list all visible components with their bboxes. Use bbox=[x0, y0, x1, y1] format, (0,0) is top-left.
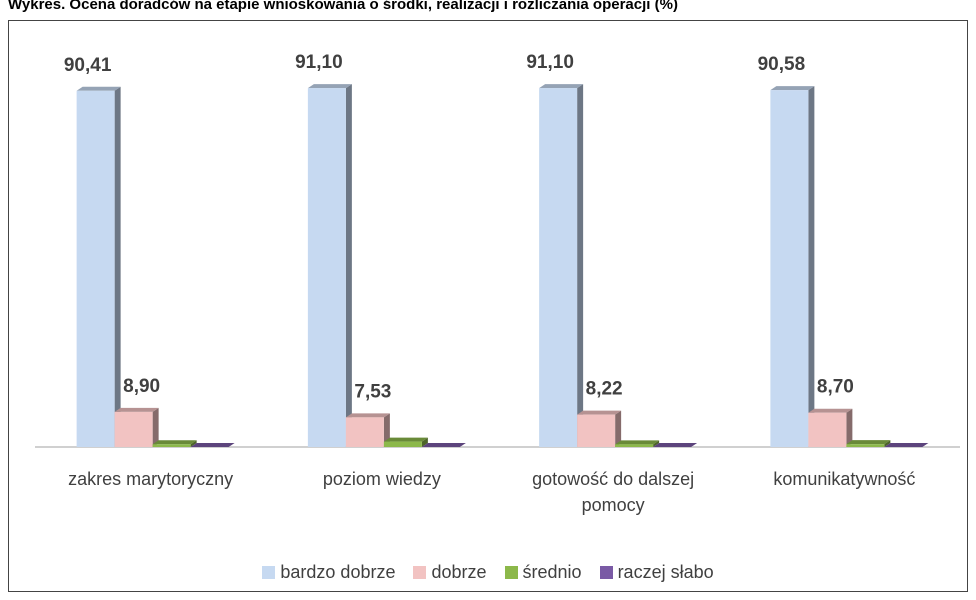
chart-title: Wykres. Ocena doradców na etapie wniosko… bbox=[8, 0, 678, 13]
bar bbox=[383, 437, 428, 447]
data-label: 8,70 bbox=[817, 377, 854, 398]
bar bbox=[421, 443, 466, 448]
bar bbox=[808, 408, 853, 447]
legend-label: bardzo dobrze bbox=[280, 562, 396, 582]
legend-swatch bbox=[504, 566, 518, 579]
bar-side bbox=[345, 84, 352, 447]
legend-swatch bbox=[413, 566, 427, 579]
x-tick-label: komunikatywność bbox=[773, 469, 916, 489]
x-tick-label: poziom wiedzy bbox=[322, 469, 441, 489]
bar bbox=[76, 86, 121, 447]
bar-top bbox=[114, 407, 159, 412]
bar-top bbox=[808, 408, 853, 413]
legend-item: dobrze bbox=[413, 562, 487, 583]
bar-top bbox=[421, 443, 466, 447]
bar-top bbox=[383, 437, 428, 442]
legend: bardzo dobrze dobrze średnio raczej słabo bbox=[0, 562, 976, 583]
bar-top bbox=[152, 440, 197, 445]
data-label: 91,10 bbox=[295, 52, 343, 73]
legend-item: bardzo dobrze bbox=[262, 562, 395, 583]
bar-side bbox=[114, 86, 121, 447]
legend-label: średnio bbox=[522, 562, 582, 582]
bar-top bbox=[770, 86, 815, 91]
bar-front bbox=[808, 412, 847, 447]
x-tick-label: gotowość do dalszej pomocy bbox=[532, 469, 695, 515]
bar-side bbox=[653, 440, 660, 447]
bar-side bbox=[383, 413, 390, 447]
bar-top bbox=[884, 443, 929, 447]
bar-side bbox=[808, 86, 815, 447]
bar-side bbox=[190, 440, 197, 447]
legend-item: raczej słabo bbox=[599, 562, 714, 583]
bar-top bbox=[846, 440, 891, 445]
x-tick-label: zakres marytoryczny bbox=[68, 469, 234, 489]
bar bbox=[653, 443, 698, 448]
bar-front bbox=[345, 417, 384, 447]
bar-front bbox=[307, 88, 346, 447]
chart-frame bbox=[8, 20, 968, 592]
bar-top bbox=[577, 410, 622, 415]
bar-front bbox=[152, 444, 191, 447]
data-label: 8,22 bbox=[586, 379, 623, 400]
bar bbox=[345, 413, 390, 447]
bar-side bbox=[577, 84, 584, 447]
bar-top bbox=[345, 413, 390, 418]
bar-top bbox=[76, 86, 121, 91]
bar bbox=[114, 407, 159, 447]
bar-top bbox=[653, 443, 698, 447]
bar-top bbox=[307, 84, 352, 89]
bar-front bbox=[76, 90, 115, 447]
data-label: 91,10 bbox=[526, 52, 574, 73]
bar-front bbox=[383, 441, 422, 447]
data-label: 7,53 bbox=[354, 381, 391, 402]
bar-front bbox=[114, 411, 153, 447]
bar bbox=[190, 443, 235, 448]
bar bbox=[884, 443, 929, 448]
bar-side bbox=[884, 440, 891, 447]
bar-side bbox=[846, 408, 853, 447]
bar bbox=[770, 86, 815, 447]
bar bbox=[307, 84, 352, 447]
bar bbox=[152, 440, 197, 447]
bar-front bbox=[539, 88, 578, 447]
bar-top bbox=[615, 440, 660, 445]
bar bbox=[577, 410, 622, 447]
bar-front bbox=[577, 414, 616, 447]
legend-label: dobrze bbox=[431, 562, 487, 582]
data-label: 90,58 bbox=[758, 54, 806, 75]
data-label: 90,41 bbox=[64, 55, 112, 76]
bar-top bbox=[539, 84, 584, 89]
bar-side bbox=[152, 407, 159, 447]
bar bbox=[539, 84, 584, 447]
bar-front bbox=[770, 90, 809, 447]
bar-side bbox=[615, 410, 622, 447]
bar-top bbox=[190, 443, 235, 447]
data-label: 8,90 bbox=[123, 376, 160, 397]
bar bbox=[615, 440, 660, 447]
bar-front bbox=[615, 444, 654, 447]
legend-swatch bbox=[599, 566, 613, 579]
legend-item: średnio bbox=[504, 562, 582, 583]
bar-side bbox=[421, 437, 428, 447]
legend-swatch bbox=[262, 566, 276, 579]
bar bbox=[846, 440, 891, 447]
bar-front bbox=[846, 444, 885, 447]
legend-label: raczej słabo bbox=[617, 562, 714, 582]
